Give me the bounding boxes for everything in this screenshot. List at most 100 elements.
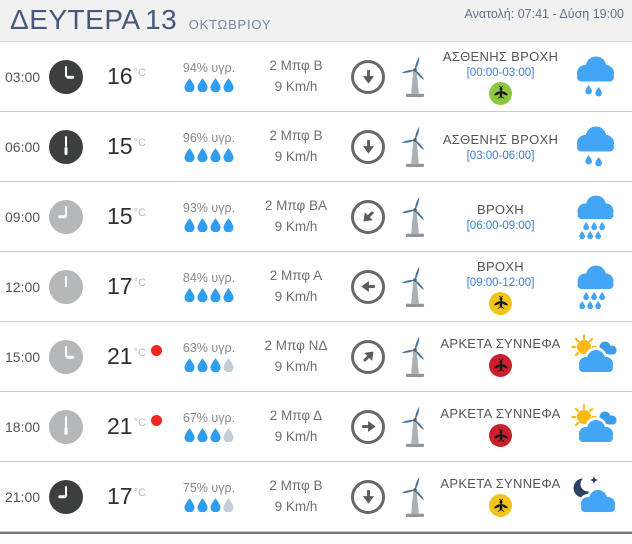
clock-icon bbox=[49, 199, 83, 234]
day-date: 13 bbox=[145, 4, 178, 35]
weather-icon bbox=[569, 333, 621, 380]
mosquito-glyph bbox=[493, 498, 508, 512]
mosquito-glyph bbox=[493, 358, 508, 372]
month-name: ΟΚΤΩΒΡΙΟΥ bbox=[188, 17, 272, 32]
clock-icon bbox=[49, 339, 83, 374]
humidity-value: 84% υγρ. bbox=[182, 271, 236, 285]
clock-icon bbox=[49, 129, 83, 164]
wind-beaufort: 2 Μπφ Β bbox=[269, 57, 323, 73]
droplet-icon bbox=[210, 358, 221, 372]
max-temp-dot bbox=[150, 345, 162, 356]
droplet-icon bbox=[197, 498, 208, 512]
temperature-value: 21 bbox=[107, 343, 133, 369]
rain-icon bbox=[577, 265, 614, 309]
time-range-label: [06:00-09:00] bbox=[466, 219, 535, 232]
condition-label: ΒΡΟΧΗ bbox=[476, 201, 524, 217]
clock-minute-hand bbox=[64, 485, 68, 497]
temperature-value: 15 bbox=[107, 203, 133, 229]
wind-beaufort: 2 Μπφ Α bbox=[269, 267, 323, 283]
mosquito-glyph bbox=[493, 295, 508, 309]
droplet-icon bbox=[210, 148, 221, 162]
droplet-icon bbox=[197, 358, 208, 372]
light-rain-icon bbox=[577, 56, 614, 96]
humidity-value: 94% υγρ. bbox=[182, 61, 236, 75]
humidity-drops-icon bbox=[171, 498, 247, 512]
droplet-icon bbox=[223, 358, 234, 372]
page-title: ΔΕΥΤΕΡΑ 13 ΟΚΤΩΒΡΙΟΥ bbox=[10, 4, 271, 36]
clock-minute-hand bbox=[64, 65, 68, 77]
wind-direction-icon bbox=[351, 479, 385, 514]
mosquito-indicator-icon bbox=[489, 291, 512, 315]
mosquito-indicator-icon bbox=[489, 494, 512, 517]
clock-hour-hand bbox=[66, 75, 74, 78]
temperature-unit: °C bbox=[133, 137, 146, 149]
wind-turbine-icon bbox=[401, 56, 425, 97]
mosquito-indicator-icon bbox=[489, 81, 512, 105]
wind-direction-icon bbox=[351, 339, 385, 374]
forecast-row: 18:00 21 °C 67% υγρ. 2 Μπφ Δ 9 Km/h bbox=[0, 392, 632, 462]
condition-label: ΑΣΘΕΝΗΣ ΒΡΟΧΗ bbox=[442, 131, 559, 147]
arrow-glyph bbox=[362, 211, 374, 222]
footer-bar bbox=[0, 532, 632, 544]
humidity-value: 67% υγρ. bbox=[182, 411, 236, 425]
temperature-unit: °C bbox=[133, 207, 146, 219]
wind-speed: 9 Km/h bbox=[274, 498, 318, 514]
temperature-unit: °C bbox=[133, 417, 146, 429]
weather-icon bbox=[569, 403, 621, 450]
time-label: 03:00 bbox=[5, 68, 41, 85]
weather-icon bbox=[569, 124, 621, 170]
sunrise-sunset-label: Ανατολή: 07:41 - Δύση 19:00 bbox=[464, 7, 624, 21]
wind-direction-icon bbox=[351, 199, 385, 234]
droplet-icon bbox=[197, 288, 208, 302]
wind-speed: 9 Km/h bbox=[274, 148, 318, 164]
time-label: 06:00 bbox=[5, 138, 41, 155]
humidity-drops-icon bbox=[171, 218, 247, 232]
forecast-table: 03:00 16 °C 94% υγρ. 2 Μπφ Β 9 Km/h bbox=[0, 42, 632, 532]
time-label: 21:00 bbox=[5, 488, 41, 505]
forecast-row: 21:00 17 °C 75% υγρ. 2 Μπφ Β 9 Km/h bbox=[0, 462, 632, 532]
condition-label: ΑΡΚΕΤΑ ΣΥΝΝΕΦΑ bbox=[440, 336, 561, 351]
droplet-icon bbox=[210, 428, 221, 442]
temperature-value: 16 bbox=[107, 63, 133, 89]
wind-turbine-icon bbox=[401, 406, 425, 447]
clock-hour-hand bbox=[64, 426, 68, 435]
clock-hour-hand bbox=[64, 146, 68, 155]
droplet-icon bbox=[210, 78, 221, 92]
temperature-value: 17 bbox=[107, 273, 133, 299]
forecast-row: 09:00 15 °C 93% υγρ. 2 Μπφ ΒΑ 9 Km/h bbox=[0, 182, 632, 252]
droplet-icon bbox=[184, 358, 195, 372]
humidity-value: 96% υγρ. bbox=[182, 131, 236, 145]
droplet-icon bbox=[184, 428, 195, 442]
wind-turbine-icon bbox=[401, 196, 425, 237]
mosquito-glyph bbox=[493, 85, 508, 99]
time-range-label: [09:00-12:00] bbox=[466, 276, 535, 289]
wind-speed: 9 Km/h bbox=[274, 428, 318, 444]
time-range-label: [03:00-06:00] bbox=[466, 149, 535, 162]
droplet-icon bbox=[197, 148, 208, 162]
clock-icon bbox=[49, 409, 83, 444]
wind-direction-icon bbox=[351, 129, 385, 164]
clock-minute-hand bbox=[64, 415, 68, 427]
sun-clouds-icon bbox=[571, 403, 617, 444]
humidity-drops-icon bbox=[171, 148, 247, 162]
arrow-glyph bbox=[361, 420, 376, 433]
mosquito-indicator-icon bbox=[489, 424, 512, 447]
wind-speed: 9 Km/h bbox=[274, 288, 318, 304]
droplet-icon bbox=[210, 218, 221, 232]
wind-direction-icon bbox=[351, 59, 385, 94]
wind-beaufort: 2 Μπφ Δ bbox=[269, 407, 323, 423]
droplet-icon bbox=[197, 428, 208, 442]
wind-direction-icon bbox=[351, 269, 385, 304]
droplet-icon bbox=[223, 148, 234, 162]
forecast-row: 03:00 16 °C 94% υγρ. 2 Μπφ Β 9 Km/h bbox=[0, 42, 632, 112]
humidity-drops-icon bbox=[171, 428, 247, 442]
clock-icon bbox=[49, 269, 83, 304]
wind-turbine-icon bbox=[401, 336, 425, 377]
weather-icon bbox=[569, 194, 621, 240]
temperature-value: 17 bbox=[107, 483, 133, 509]
clock-minute-hand bbox=[64, 345, 68, 357]
droplet-icon bbox=[223, 428, 234, 442]
weather-icon bbox=[569, 474, 621, 520]
mosquito-indicator-icon bbox=[489, 354, 512, 377]
temperature-unit: °C bbox=[133, 487, 146, 499]
